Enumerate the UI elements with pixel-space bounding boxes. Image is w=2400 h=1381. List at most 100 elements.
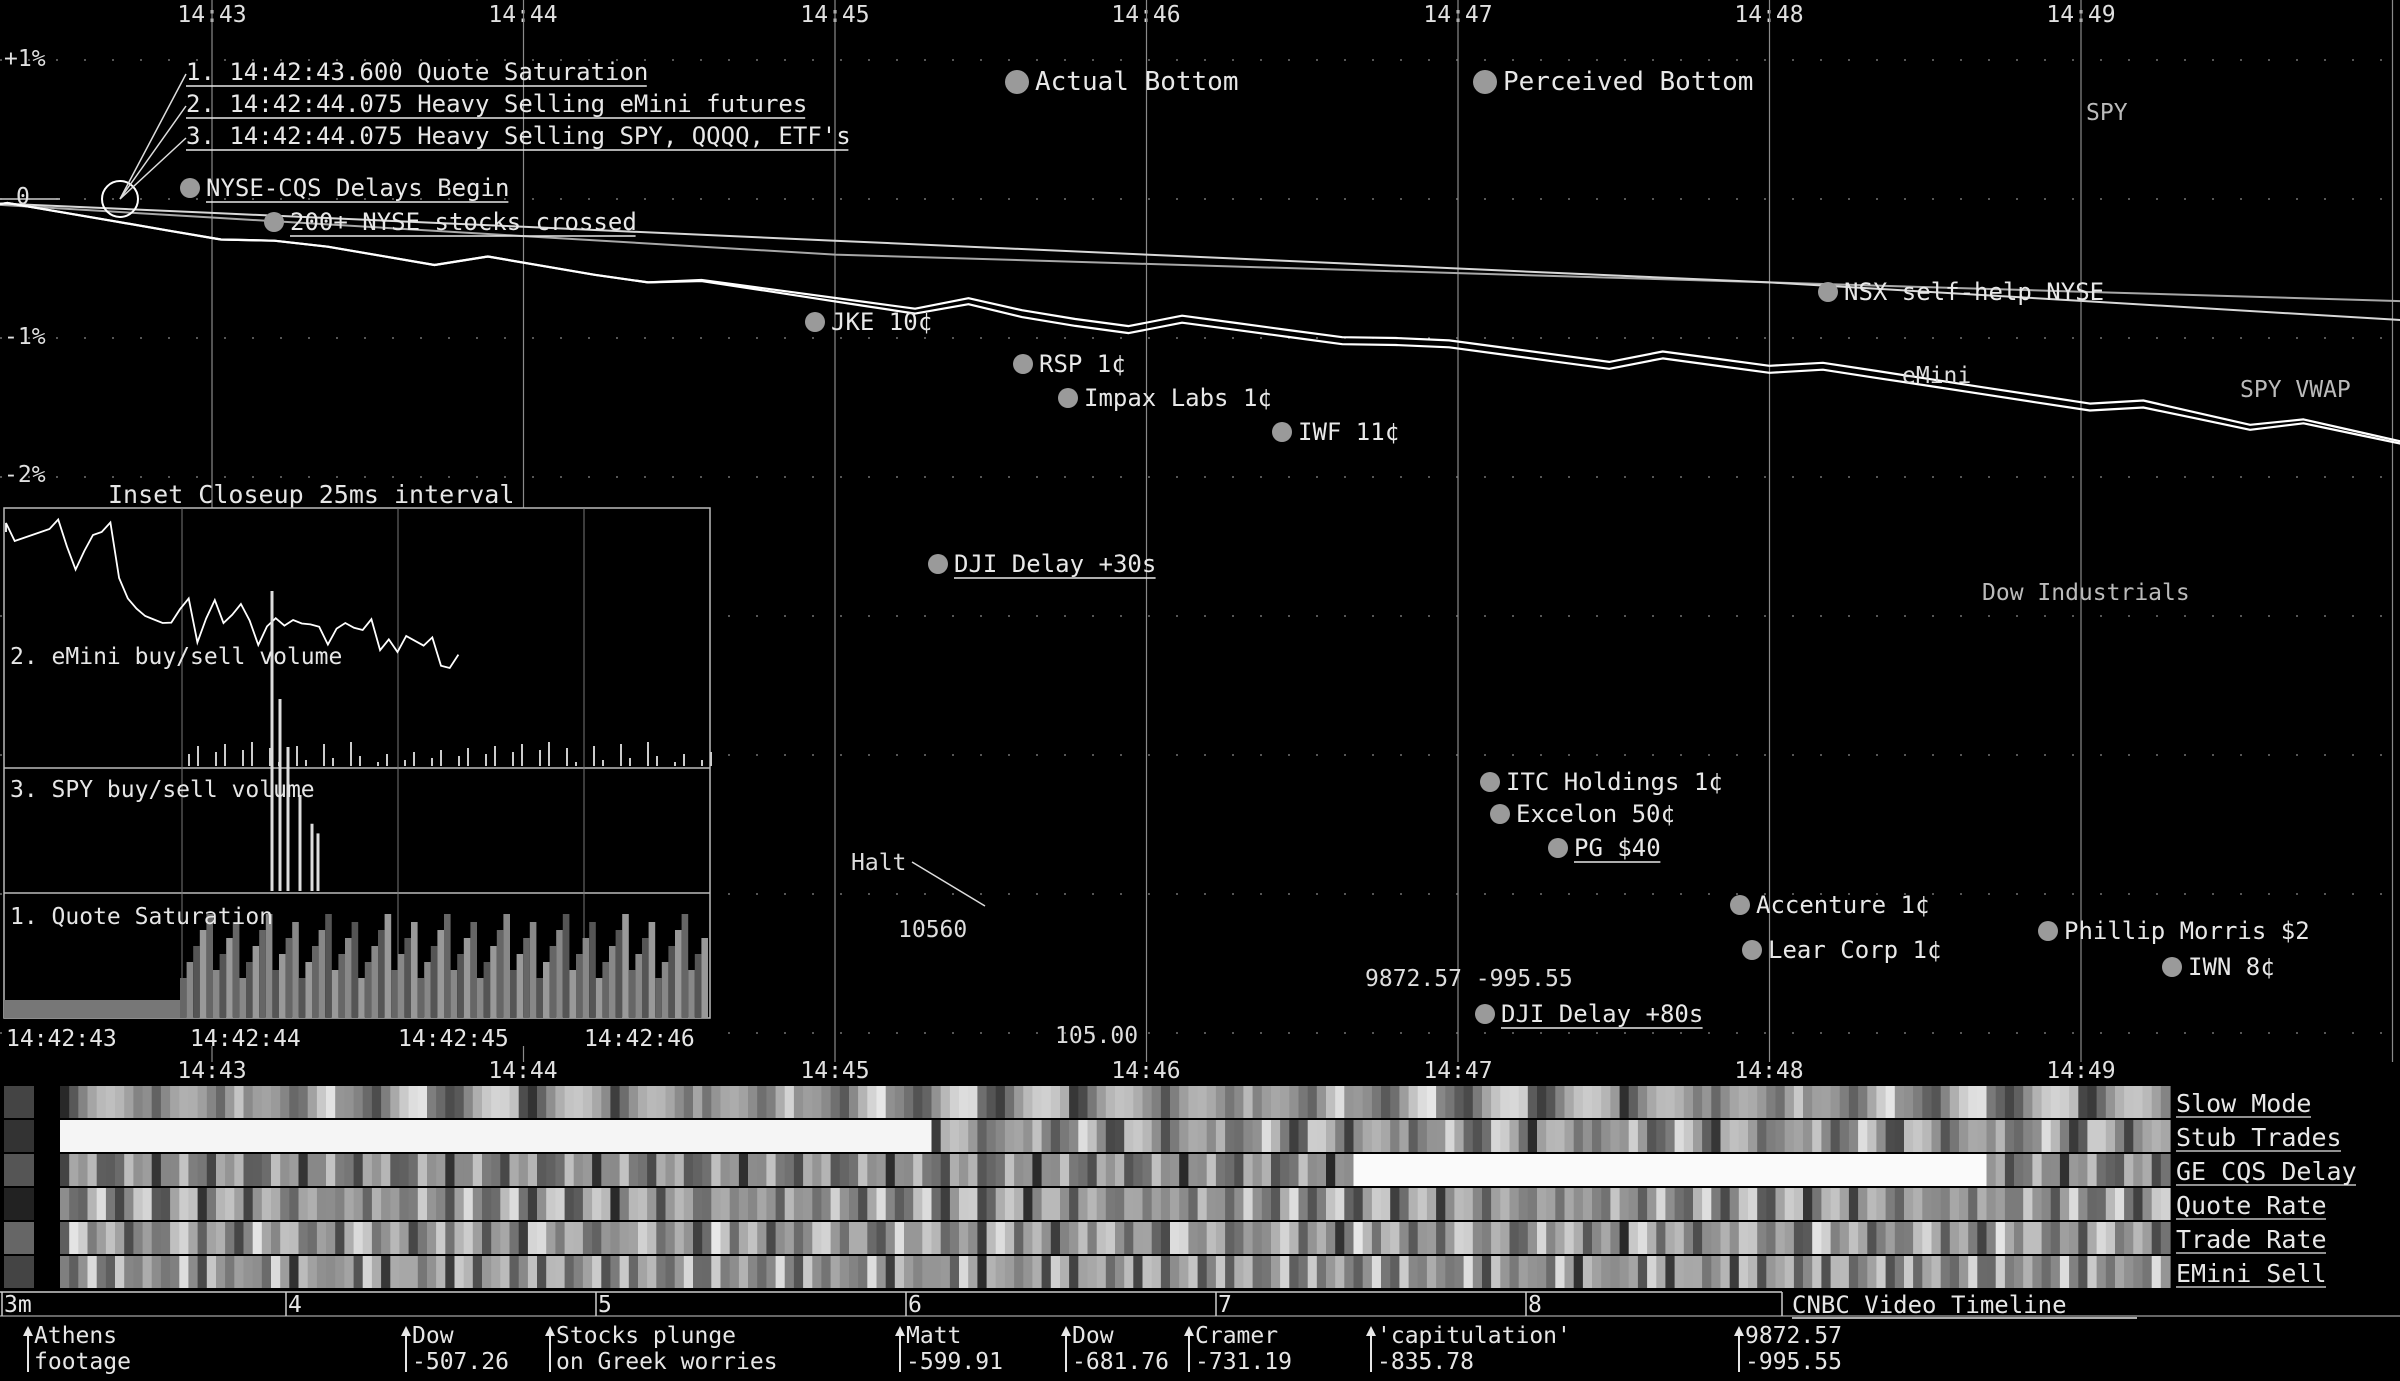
heat-cell bbox=[390, 1188, 401, 1220]
heat-cell bbox=[1619, 1222, 1630, 1254]
heat-cell bbox=[96, 1188, 107, 1220]
heat-cell bbox=[1601, 1222, 1611, 1254]
heat-cell bbox=[949, 1222, 960, 1254]
heat-cell bbox=[1748, 1120, 1758, 1152]
heat-cell bbox=[1656, 1256, 1667, 1288]
heat-cell bbox=[729, 1086, 740, 1118]
heat-cell bbox=[463, 1222, 474, 1254]
heat-cell bbox=[1206, 1120, 1217, 1152]
heat-cell bbox=[803, 1256, 813, 1288]
heat-cell bbox=[298, 1120, 309, 1152]
event-line2: -599.91 bbox=[906, 1349, 1003, 1375]
inset-saturation-band bbox=[470, 922, 477, 1018]
heat-cell bbox=[1225, 1222, 1235, 1254]
annotation-dot bbox=[1818, 282, 1838, 302]
heat-cell bbox=[619, 1086, 630, 1118]
heat-cell bbox=[160, 1256, 171, 1288]
heat-cell bbox=[316, 1256, 327, 1288]
heat-cell bbox=[1353, 1086, 1364, 1118]
heat-cell bbox=[2014, 1154, 2024, 1186]
heat-cell bbox=[1408, 1154, 1419, 1186]
heat-cell bbox=[1995, 1222, 2006, 1254]
heat-cell bbox=[427, 1222, 437, 1254]
inset-saturation-band bbox=[516, 954, 524, 1018]
heat-cell bbox=[1949, 1222, 1960, 1254]
heat-cell bbox=[1729, 1086, 1740, 1118]
heat-cell bbox=[1858, 1222, 1868, 1254]
heat-cell bbox=[1234, 1086, 1245, 1118]
inset-data bbox=[4, 517, 712, 1018]
inset-saturation-band bbox=[331, 970, 339, 1018]
heat-cell bbox=[1472, 1154, 1483, 1186]
inset-saturation-band bbox=[444, 914, 451, 1018]
inset-saturation-band bbox=[391, 970, 398, 1018]
heat-cell bbox=[1399, 1256, 1410, 1288]
heat-cell bbox=[289, 1120, 300, 1152]
heat-cell bbox=[555, 1154, 566, 1186]
heat-cell bbox=[2115, 1120, 2125, 1152]
heat-cell bbox=[1628, 1154, 1639, 1186]
heat-cell bbox=[1702, 1086, 1712, 1118]
heat-cell bbox=[904, 1222, 914, 1254]
heat-cell bbox=[1592, 1086, 1602, 1118]
heat-cell bbox=[454, 1086, 465, 1118]
heat-cell bbox=[1748, 1154, 1758, 1186]
callout-line bbox=[119, 73, 187, 200]
inset-saturation-band bbox=[595, 978, 603, 1018]
heat-cell bbox=[1509, 1120, 1520, 1152]
heat-cell bbox=[1032, 1120, 1043, 1152]
heat-cell bbox=[326, 1086, 336, 1118]
heat-cell bbox=[87, 1188, 98, 1220]
heat-cell bbox=[1931, 1222, 1942, 1254]
heat-cell bbox=[1326, 1256, 1336, 1288]
heat-cell bbox=[1821, 1086, 1832, 1118]
heat-cell bbox=[261, 1256, 272, 1288]
heat-cell bbox=[1977, 1086, 1988, 1118]
heat-cell bbox=[564, 1222, 575, 1254]
inset-saturation-band bbox=[345, 938, 352, 1018]
heat-cell bbox=[1582, 1188, 1593, 1220]
heat-cell bbox=[243, 1188, 254, 1220]
heat-cell bbox=[2059, 1222, 2070, 1254]
heat-cell bbox=[1151, 1188, 1162, 1220]
heat-cell bbox=[968, 1086, 978, 1118]
heat-cell bbox=[1197, 1120, 1208, 1152]
heat-cell bbox=[1784, 1086, 1795, 1118]
heat-cell bbox=[1482, 1222, 1492, 1254]
heat-cell bbox=[179, 1222, 190, 1254]
heat-cell bbox=[858, 1120, 868, 1152]
heat-cell bbox=[821, 1222, 832, 1254]
heat-cell bbox=[940, 1256, 951, 1288]
heat-cell bbox=[537, 1120, 547, 1152]
heat-cell bbox=[2023, 1188, 2033, 1220]
heat-cell bbox=[1133, 1154, 1144, 1186]
heat-cell bbox=[766, 1222, 777, 1254]
heat-cell bbox=[399, 1120, 410, 1152]
heat-cell bbox=[133, 1256, 144, 1288]
heat-cell bbox=[1362, 1154, 1373, 1186]
heat-cell bbox=[381, 1154, 391, 1186]
heat-cell bbox=[1280, 1256, 1290, 1288]
heat-cell bbox=[1362, 1222, 1373, 1254]
heat-cell bbox=[784, 1120, 795, 1152]
heat-cell bbox=[179, 1086, 190, 1118]
heat-cell bbox=[968, 1222, 978, 1254]
heat-cell bbox=[546, 1120, 556, 1152]
heat-cell bbox=[160, 1222, 171, 1254]
heat-cell bbox=[1784, 1256, 1795, 1288]
heat-cell bbox=[986, 1188, 997, 1220]
heat-cell bbox=[518, 1086, 529, 1118]
heat-cell bbox=[491, 1256, 501, 1288]
heat-cell bbox=[280, 1086, 290, 1118]
inset-tick: 14:42:43 bbox=[6, 1026, 117, 1052]
tick-label: 14:43 bbox=[177, 1058, 246, 1084]
heat-cell bbox=[638, 1086, 648, 1118]
heat-cell bbox=[610, 1086, 621, 1118]
heat-cell bbox=[821, 1256, 832, 1288]
heat-cell bbox=[2069, 1154, 2079, 1186]
heat-cell bbox=[436, 1188, 446, 1220]
heat-cell bbox=[1830, 1222, 1841, 1254]
event-line1: Dow bbox=[412, 1323, 454, 1349]
heat-cell bbox=[2105, 1086, 2116, 1118]
